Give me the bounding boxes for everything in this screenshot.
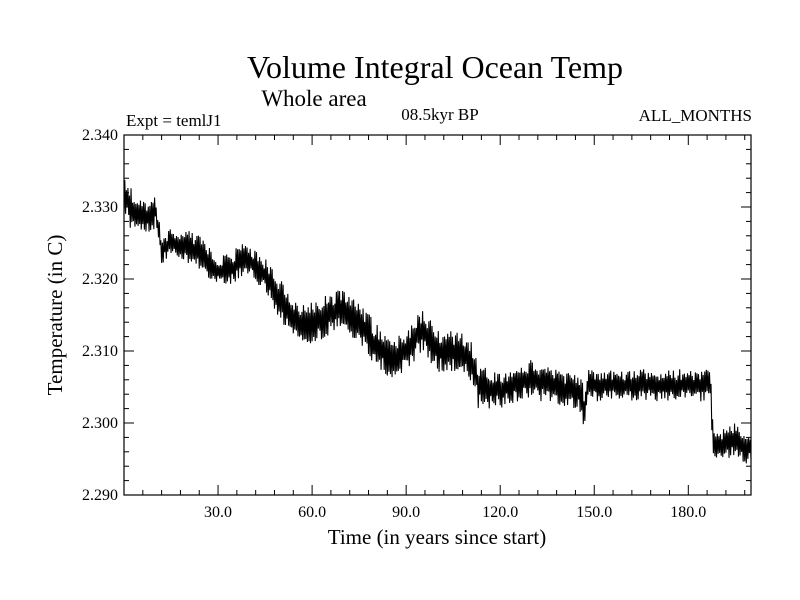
y-axis-title: Temperature (in C) [43,235,67,396]
x-tick-label: 120.0 [482,504,518,521]
chart-title: Volume Integral Ocean Temp [247,49,623,85]
series-line-0 [123,180,752,464]
experiment-label: Expt = temlJ1 [126,111,222,130]
x-tick-label: 60.0 [298,504,326,521]
x-axis-title: Time (in years since start) [328,525,547,549]
x-tick-label: 150.0 [576,504,612,521]
y-tick-label: 2.300 [82,415,118,432]
months-label: ALL_MONTHS [639,106,752,125]
x-tick-label: 90.0 [392,504,420,521]
y-tick-label: 2.320 [82,271,118,288]
y-tick-label: 2.340 [82,127,118,144]
x-axis: 30.0 60.0 90.0 120.0 150.0 180.0 [142,135,746,521]
x-tick-label: 180.0 [670,504,706,521]
period-label: 08.5kyr BP [401,105,478,124]
y-axis: 2.290 2.300 2.310 2.320 2.330 2.340 [82,127,751,504]
series-layer [123,180,752,464]
x-tick-label: 30.0 [204,504,232,521]
plot-area-frame [123,134,752,496]
y-tick-label: 2.330 [82,199,118,216]
chart-subtitle: Whole area [261,86,366,111]
y-tick-label: 2.310 [82,343,118,360]
y-tick-label: 2.290 [82,487,118,504]
